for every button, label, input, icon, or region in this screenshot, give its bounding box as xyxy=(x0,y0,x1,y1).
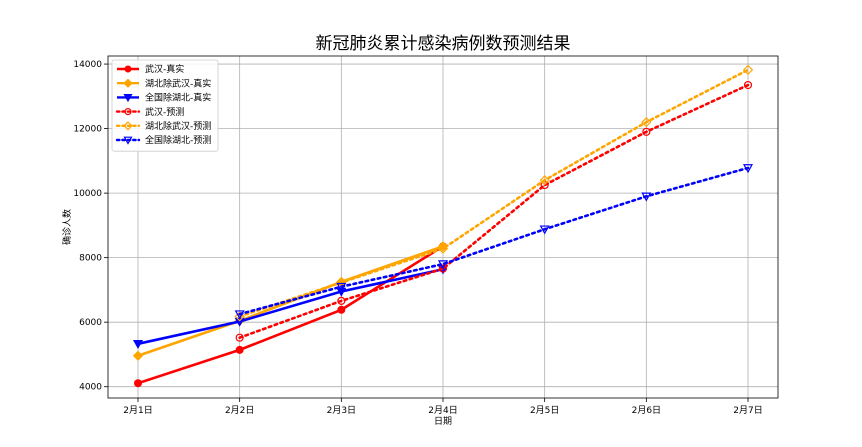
x-tick-label: 2月6日 xyxy=(632,405,661,416)
y-axis-label: 确诊人数 xyxy=(61,209,73,245)
grid-lines xyxy=(108,56,778,398)
y-tick-label: 6000 xyxy=(79,318,102,328)
series-line xyxy=(238,68,750,318)
y-tick-label: 10000 xyxy=(73,189,102,199)
data-point-ring xyxy=(235,333,244,342)
x-tick-label: 2月2日 xyxy=(225,405,254,416)
series-line xyxy=(238,83,750,339)
data-point-dot xyxy=(127,110,129,113)
legend-label: 湖北除武汉-预测 xyxy=(145,120,211,132)
data-point xyxy=(742,164,754,174)
data-point xyxy=(235,333,244,342)
x-tick-label: 2月1日 xyxy=(123,405,152,416)
series-line xyxy=(238,166,750,316)
data-point-ring xyxy=(743,80,753,90)
legend-label: 武汉-真实 xyxy=(145,63,184,75)
series-4 xyxy=(235,80,753,342)
series-layer xyxy=(132,64,754,388)
x-axis-label: 日期 xyxy=(434,416,452,427)
legend-label: 全国除湖北-预测 xyxy=(145,134,211,146)
data-point xyxy=(337,305,346,314)
data-point xyxy=(642,127,651,136)
data-point xyxy=(235,345,244,354)
chart-title: 新冠肺炎累计感染病例数预测结果 xyxy=(316,34,571,54)
data-point xyxy=(134,379,142,388)
data-point xyxy=(124,107,132,116)
data-point-dot xyxy=(747,84,749,87)
legend-label: 湖北除武汉-真实 xyxy=(145,77,211,89)
data-point xyxy=(539,175,550,186)
data-point-ring xyxy=(642,127,651,136)
x-tick-label: 2月5日 xyxy=(530,405,559,416)
legend-entry: 武汉-真实 xyxy=(117,63,184,75)
legend-label: 全国除湖北-真实 xyxy=(145,92,211,104)
y-tick-label: 12000 xyxy=(73,125,102,135)
tick-layer: 2月1日 2月2日 2月3日 2月4日 2月5日 2月6日 2月7日 4000 6000 8000… xyxy=(73,60,762,416)
data-point xyxy=(132,339,144,350)
data-point xyxy=(539,225,550,235)
y-tick-label: 4000 xyxy=(79,383,102,393)
data-point xyxy=(123,136,133,145)
series-line xyxy=(137,245,444,385)
data-point-dot xyxy=(340,299,343,302)
legend-entry: 全国除湖北-预测 xyxy=(115,134,211,146)
data-point-ring xyxy=(337,296,346,305)
data-point xyxy=(132,350,144,361)
data-point xyxy=(742,64,754,76)
x-tick-label: 2月7日 xyxy=(733,405,762,416)
data-point xyxy=(337,296,346,305)
data-point-ring xyxy=(124,107,132,116)
data-point xyxy=(124,65,132,73)
x-tick-label: 2月4日 xyxy=(428,405,457,416)
legend-entry: 湖北除武汉-预测 xyxy=(115,120,211,132)
data-point xyxy=(336,287,347,297)
data-point xyxy=(336,282,347,292)
series-line xyxy=(137,267,444,346)
data-point xyxy=(123,121,133,131)
data-point xyxy=(123,93,133,103)
data-point xyxy=(234,310,245,320)
data-point-ring xyxy=(438,264,448,273)
data-point xyxy=(123,78,133,88)
data-point xyxy=(234,311,245,322)
x-tick-label: 2月3日 xyxy=(327,405,356,416)
data-point xyxy=(743,80,753,90)
data-point xyxy=(437,243,449,254)
data-point xyxy=(641,116,652,128)
legend-label: 武汉-预测 xyxy=(145,106,184,118)
series-5 xyxy=(234,64,754,322)
legend-entry: 湖北除武汉-真实 xyxy=(117,77,211,89)
y-tick-label: 8000 xyxy=(79,254,102,264)
legend-entry: 全国除湖北-真实 xyxy=(117,92,211,104)
data-point-dot xyxy=(645,130,648,133)
legend: 武汉-真实湖北除武汉-真实全国除湖北-真实武汉-预测湖北除武汉-预测全国除湖北-… xyxy=(111,59,219,152)
y-tick-label: 14000 xyxy=(73,60,102,70)
legend-entry: 武汉-预测 xyxy=(115,106,184,118)
data-point xyxy=(641,192,652,202)
series-6 xyxy=(234,164,754,320)
data-point-dot xyxy=(238,336,241,339)
data-point xyxy=(437,260,449,270)
